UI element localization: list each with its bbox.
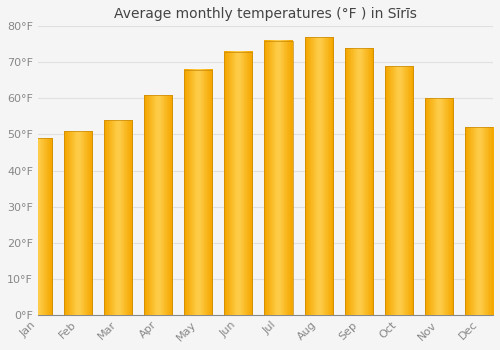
Bar <box>224 51 252 315</box>
Bar <box>184 70 212 315</box>
Bar <box>64 131 92 315</box>
Bar <box>24 138 52 315</box>
Bar <box>304 37 332 315</box>
Bar <box>385 66 413 315</box>
Bar <box>344 48 372 315</box>
Bar <box>425 98 453 315</box>
Title: Average monthly temperatures (°F ) in Sīrīs: Average monthly temperatures (°F ) in Sī… <box>114 7 417 21</box>
Bar <box>264 41 292 315</box>
Bar <box>144 95 172 315</box>
Bar <box>465 127 493 315</box>
Bar <box>104 120 132 315</box>
